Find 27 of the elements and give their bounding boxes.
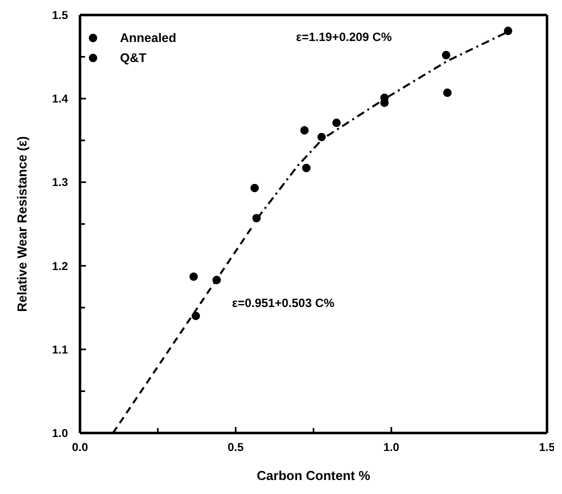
y-tick-label: 1.3 (52, 177, 68, 190)
legend-label: Annealed (120, 30, 176, 47)
point (443, 88, 452, 97)
point (189, 272, 198, 281)
y-tick-label: 1.5 (52, 10, 69, 22)
point (212, 276, 221, 284)
point (317, 132, 326, 142)
x-tick-label: 0.5 (228, 442, 244, 454)
y-tick-label: 1.4 (52, 94, 69, 106)
point (442, 50, 450, 60)
legend-label: Q&T (120, 50, 146, 67)
point (252, 214, 261, 222)
y-axis-title: Relative Wear Resistance (ε) (14, 136, 30, 312)
point (250, 184, 259, 192)
annotation: ε=1.19+0.209 C% (296, 29, 392, 45)
point (302, 164, 311, 172)
annotation: ε=0.951+0.503 C% (232, 295, 334, 311)
point (192, 312, 200, 320)
point (504, 26, 512, 36)
x-axis-title: Carbon Content % (256, 468, 371, 483)
y-tick-label: 1.2 (52, 260, 68, 273)
point (300, 126, 309, 135)
point (332, 118, 341, 128)
y-tick-label: 1.0 (52, 428, 68, 440)
x-tick-label: 1.0 (383, 442, 400, 454)
y-tick-label: 1.1 (52, 344, 69, 356)
x-tick-label: 0.0 (72, 442, 88, 454)
